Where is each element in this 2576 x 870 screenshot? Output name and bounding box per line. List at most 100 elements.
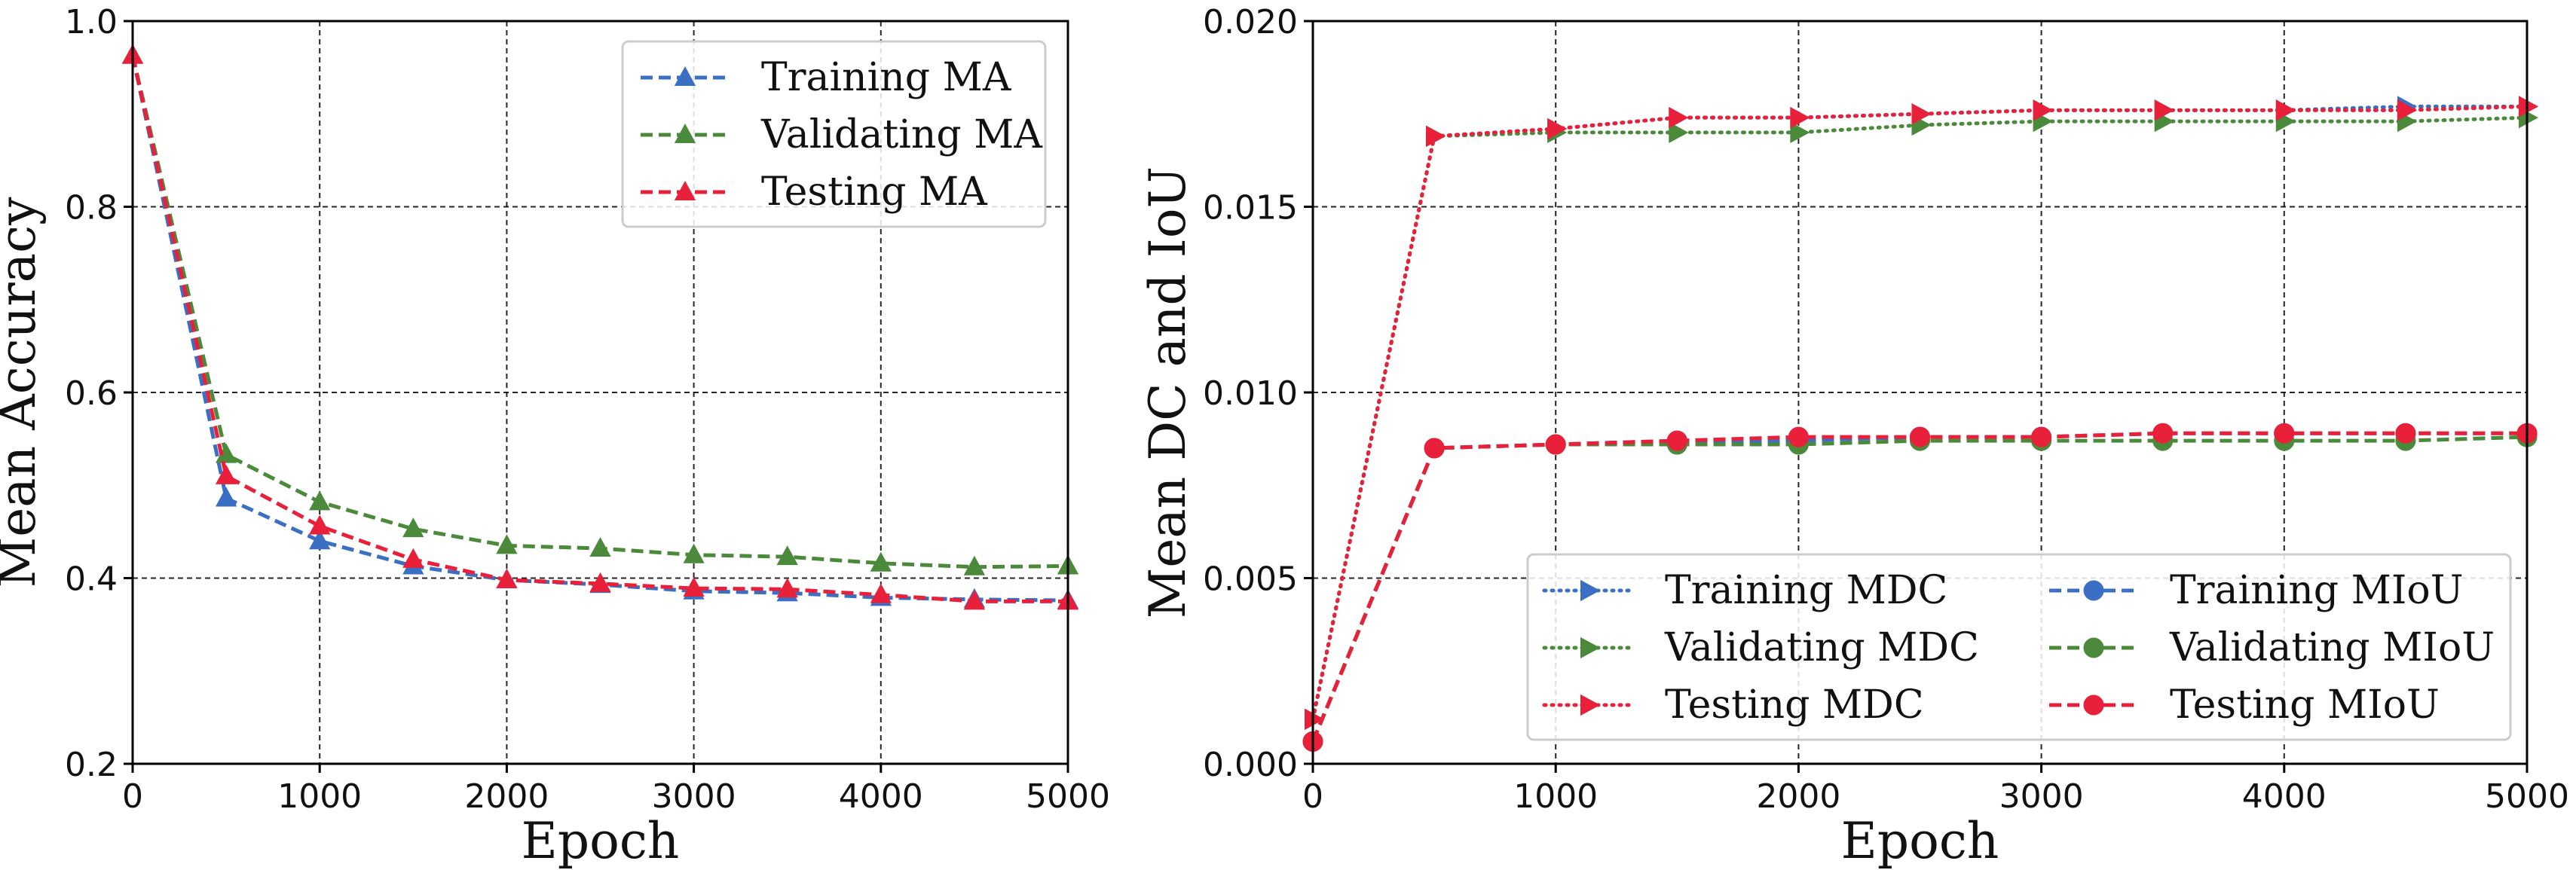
legend-swatch-marker [674, 66, 696, 86]
data-point-testing-mdc [2519, 96, 2539, 118]
chart-1: 0 1000 2000 3000 4000 5000 0.2 0.4 0.6 0.8 1.0 Epoc… [0, 3, 1110, 870]
x-tick-label: 0 [122, 777, 143, 816]
data-point-testing-mdc [1426, 125, 1446, 147]
data-point-testing-mdc [1669, 107, 1689, 129]
x-tick-label: 3000 [1999, 777, 2084, 816]
data-point-validating-ma [963, 555, 986, 575]
data-point-testing-ma [683, 577, 705, 597]
x-tick-label: 4000 [839, 777, 923, 816]
y-tick-label: 0.4 [65, 560, 118, 599]
legend-swatch-marker [1580, 694, 1601, 716]
data-point-testing-ma [870, 583, 892, 603]
data-point-testing-miou [2274, 423, 2295, 444]
legend: Training MA Validating MA Testing MA [621, 40, 1047, 228]
data-point-testing-mdc [1790, 107, 1810, 129]
legend-item-testing-mdc: Testing MDC [1542, 682, 1924, 728]
data-point-testing-mdc [2275, 99, 2296, 121]
data-point-training-ma [309, 530, 331, 550]
y-tick-label: 1.0 [65, 3, 118, 41]
legend-box [621, 40, 1047, 228]
legend-label: Testing MDC [1665, 682, 1924, 728]
data-point-testing-ma [215, 464, 237, 484]
legend-item-training-miou: Training MIoU [2049, 568, 2464, 613]
legend-label: Validating MDC [1664, 625, 1979, 670]
data-point-testing-miou [2152, 423, 2174, 444]
legend-swatch-marker [2083, 580, 2104, 601]
data-point-testing-mdc [2154, 99, 2174, 121]
legend-label: Validating MA [760, 112, 1043, 157]
data-point-testing-mdc [1547, 118, 1568, 140]
data-point-validating-ma [402, 517, 424, 538]
legend-box [1526, 553, 2512, 741]
y-axis-title: Mean Accuracy [0, 197, 47, 588]
data-point-training-ma [215, 487, 237, 507]
y-axis-title: Mean DC and IoU [1139, 166, 1197, 618]
series-line-validating-mdc [1311, 115, 2529, 722]
x-tick-label: 2000 [1756, 777, 1840, 816]
data-point-validating-ma [309, 490, 331, 511]
x-tick-label: 1000 [277, 777, 362, 816]
legend-item-validating-miou: Validating MIoU [2049, 625, 2495, 670]
data-point-testing-miou [1666, 430, 1687, 451]
data-point-testing-ma [402, 548, 424, 568]
legend-item-training-mdc: Training MDC [1542, 568, 1947, 613]
legend-swatch-marker [1580, 636, 1601, 659]
data-point-testing-mdc [1305, 708, 1325, 730]
data-point-testing-ma [309, 514, 331, 535]
data-point-testing-ma [963, 590, 986, 610]
x-axis-title: Epoch [1841, 812, 1999, 870]
data-point-testing-miou [1424, 438, 1445, 459]
y-tick-label: 0.6 [65, 374, 118, 413]
x-tick-label: 0 [1302, 777, 1323, 816]
data-point-validating-ma [870, 551, 892, 572]
legend-item-validating-mdc: Validating MDC [1542, 625, 1979, 670]
data-point-testing-miou [1545, 434, 1566, 455]
y-tick-label: 0.020 [1203, 3, 1298, 41]
legend-item-training-ma: Training MA [641, 55, 1012, 100]
data-point-testing-miou [2395, 423, 2416, 444]
y-tick-label: 0.2 [65, 746, 118, 784]
legend-label: Validating MIoU [2169, 625, 2495, 670]
series-line-testing-mdc [1311, 104, 2529, 722]
data-point-testing-mdc [2033, 99, 2053, 121]
legend-label: Testing MIoU [2170, 682, 2440, 728]
legend-label: Testing MA [761, 169, 988, 215]
y-tick-label: 0.8 [65, 189, 118, 227]
y-tick-label: 0.010 [1203, 374, 1298, 413]
x-tick-label: 5000 [2485, 777, 2569, 816]
data-point-validating-ma [683, 543, 705, 563]
x-tick-label: 3000 [652, 777, 736, 816]
data-point-validating-ma [589, 537, 611, 557]
data-point-validating-mdc [1669, 121, 1689, 144]
data-point-testing-mdc [1911, 103, 1932, 125]
data-point-validating-mdc [1790, 121, 1810, 144]
data-point-testing-miou [1788, 426, 1809, 447]
legend-item-testing-miou: Testing MIoU [2049, 682, 2440, 728]
chart-2: 0 1000 2000 3000 4000 5000 0.000 0.005 0.010 0.01… [1139, 3, 2569, 870]
data-point-testing-miou [1910, 426, 1930, 447]
data-point-validating-ma [496, 534, 518, 554]
legend-swatch-marker [674, 180, 696, 200]
x-tick-label: 1000 [1513, 777, 1598, 816]
legend-swatch-marker [674, 123, 696, 143]
series-testing-mdc [1305, 96, 2539, 730]
y-tick-label: 0.005 [1203, 560, 1298, 599]
legend-label: Training MIoU [2170, 568, 2464, 613]
x-tick-label: 2000 [464, 777, 549, 816]
x-axis-title: Epoch [522, 812, 680, 870]
x-tick-label: 4000 [2242, 777, 2327, 816]
y-tick-label: 0.000 [1203, 746, 1298, 784]
legend-item-validating-ma: Validating MA [641, 112, 1043, 157]
data-point-testing-miou [2031, 426, 2052, 447]
legend: Training MDC Validating MDC Testing MDC Tra… [1526, 553, 2512, 741]
data-point-testing-ma [496, 568, 518, 588]
data-point-testing-ma [589, 572, 611, 592]
data-point-testing-mdc [2397, 99, 2417, 121]
x-tick-label: 5000 [1026, 777, 1110, 816]
legend-swatch-marker [2083, 694, 2104, 716]
legend-label: Training MA [761, 55, 1012, 100]
data-point-testing-ma [776, 578, 798, 598]
legend-label: Training MDC [1665, 568, 1947, 613]
legend-swatch-marker [2083, 637, 2104, 658]
